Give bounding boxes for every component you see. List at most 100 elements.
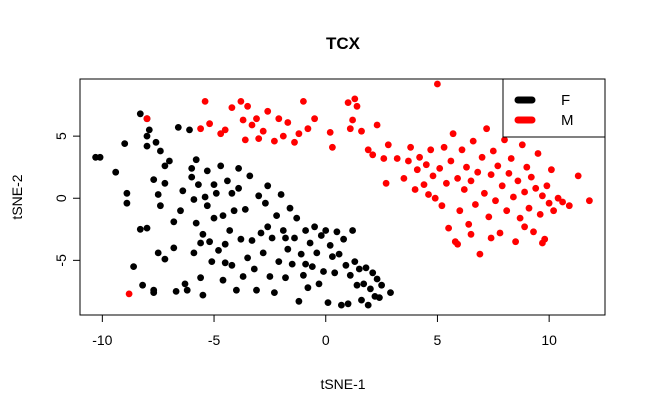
data-point-F <box>239 273 247 280</box>
data-point-F <box>284 245 292 253</box>
data-point-M <box>255 135 263 143</box>
data-point-F <box>351 258 359 265</box>
data-point-F <box>237 235 245 243</box>
data-point-F <box>335 250 343 258</box>
data-point-F <box>244 254 252 262</box>
data-point-F <box>257 229 265 237</box>
data-point-F <box>150 289 158 296</box>
data-point-F <box>195 181 202 189</box>
data-point-F <box>275 258 283 265</box>
data-point-M <box>554 194 562 202</box>
data-point-M <box>429 172 437 180</box>
data-point-F <box>190 196 198 203</box>
data-point-F <box>201 193 209 201</box>
data-point-M <box>454 240 461 248</box>
data-point-F <box>221 259 229 267</box>
data-point-M <box>483 125 490 133</box>
data-point-M <box>472 201 479 208</box>
data-point-F <box>308 263 316 270</box>
data-point-F <box>161 255 169 263</box>
data-point-F <box>188 165 196 172</box>
data-point-M <box>326 129 334 136</box>
data-point-M <box>422 161 430 169</box>
data-point-F <box>288 260 296 268</box>
data-point-M <box>543 182 551 190</box>
data-point-M <box>300 98 307 105</box>
data-point-M <box>527 173 535 181</box>
data-point-M <box>485 213 493 221</box>
data-point-M <box>431 194 439 202</box>
data-point-F <box>154 249 162 257</box>
data-point-M <box>467 230 475 238</box>
data-point-F <box>266 273 274 280</box>
data-point-F <box>226 227 234 234</box>
data-point-F <box>233 286 240 294</box>
data-point-F <box>271 289 278 296</box>
data-point-F <box>186 126 193 134</box>
data-point-F <box>306 239 314 247</box>
data-point-F <box>250 265 258 273</box>
data-point-F <box>264 223 272 231</box>
data-point-F <box>219 276 227 284</box>
data-point-F <box>217 162 225 170</box>
data-point-F <box>139 281 147 289</box>
data-point-M <box>259 127 267 135</box>
data-point-F <box>221 240 229 248</box>
data-point-M <box>237 98 245 105</box>
data-point-M <box>443 179 450 187</box>
data-point-M <box>393 155 401 162</box>
data-point-F <box>264 182 272 190</box>
legend: FM <box>502 78 606 138</box>
data-point-F <box>320 268 327 275</box>
data-point-M <box>407 143 414 151</box>
data-point-F <box>304 284 312 292</box>
data-point-F <box>362 264 370 272</box>
data-point-F <box>192 156 200 164</box>
data-point-M <box>239 116 247 124</box>
data-point-F <box>188 173 196 181</box>
points <box>92 80 593 309</box>
data-point-M <box>521 188 528 196</box>
data-point-M <box>143 115 151 123</box>
data-point-M <box>125 290 133 298</box>
data-point-M <box>228 104 236 111</box>
data-point-F <box>259 249 267 257</box>
data-point-M <box>221 126 229 134</box>
data-point-F <box>177 207 184 215</box>
data-point-M <box>284 119 292 126</box>
data-point-M <box>400 175 408 182</box>
data-point-F <box>228 189 236 197</box>
data-point-F <box>364 301 372 309</box>
y-tick-label: 0 <box>53 194 69 202</box>
data-point-M <box>344 99 352 106</box>
data-point-M <box>411 186 419 193</box>
data-point-F <box>387 289 394 296</box>
data-point-M <box>311 115 318 123</box>
data-point-F <box>349 227 356 234</box>
data-point-F <box>150 176 158 184</box>
data-point-F <box>369 269 377 277</box>
data-point-M <box>384 141 392 149</box>
data-point-M <box>244 102 252 110</box>
legend-label-M: M <box>561 112 574 129</box>
data-point-M <box>369 151 377 159</box>
data-point-M <box>512 238 519 246</box>
data-point-F <box>172 288 180 295</box>
data-point-F <box>212 189 220 197</box>
data-point-F <box>228 261 236 269</box>
data-point-M <box>206 120 214 128</box>
data-point-F <box>300 271 307 279</box>
data-point-M <box>416 153 423 161</box>
data-point-F <box>313 249 321 257</box>
data-point-M <box>380 155 388 162</box>
x-axis-label: tSNE-1 <box>320 376 365 392</box>
data-point-F <box>143 224 151 232</box>
data-point-F <box>302 260 309 268</box>
data-point-F <box>253 286 260 294</box>
data-point-M <box>476 250 484 258</box>
data-point-F <box>121 140 129 148</box>
data-point-M <box>487 234 495 242</box>
data-point-F <box>340 235 347 243</box>
data-point-F <box>255 192 263 200</box>
data-point-F <box>157 202 164 210</box>
